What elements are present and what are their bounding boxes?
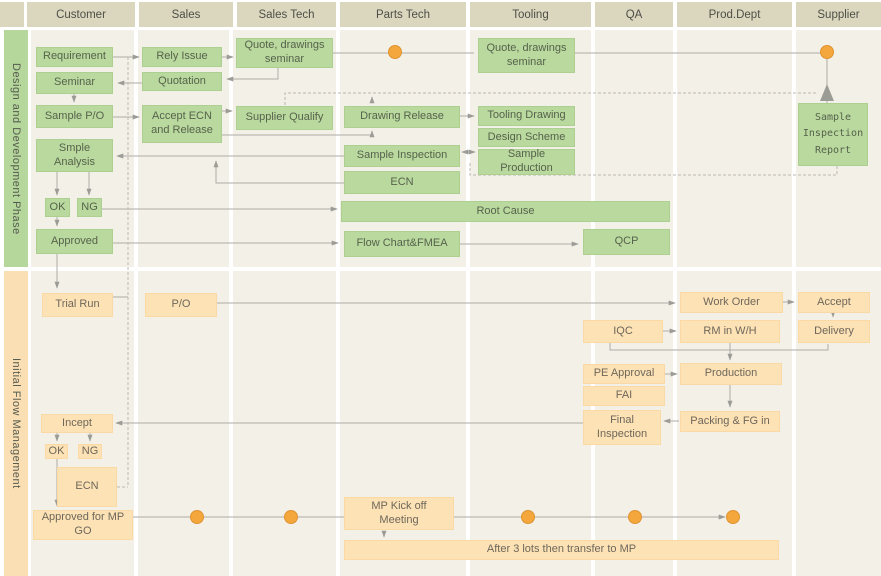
work-order-node: Work Order (680, 292, 783, 313)
column-header-tooling: Tooling (470, 2, 591, 27)
accept-node: Accept (798, 292, 870, 313)
lane-strip (138, 30, 229, 267)
incept-node: Incept (41, 414, 113, 433)
packing-fg-in-node: Packing & FG in (680, 411, 780, 432)
header-corner (0, 2, 24, 27)
connector (469, 162, 838, 176)
connector (222, 130, 375, 138)
fai-node: FAI (583, 386, 665, 406)
connector (609, 343, 829, 351)
quotation-node: Quotation (142, 72, 222, 91)
sample-inspection-node: Sample Inspection (344, 145, 460, 167)
connector (284, 92, 818, 105)
column-header-prod-dept: Prod.Dept (677, 2, 792, 27)
iqc-node: IQC (583, 320, 663, 343)
milestone-dot (820, 45, 834, 59)
connector (226, 68, 279, 82)
milestone-dot (726, 510, 740, 524)
ecn-design-node: ECN (344, 171, 460, 194)
ok-initial-node: OK (45, 444, 68, 459)
column-header-parts-tech: Parts Tech (340, 2, 466, 27)
connector (213, 160, 344, 184)
accept-ecn-and-release-node: Accept ECN and Release (142, 105, 222, 143)
rely-issue-node: Rely Issue (142, 47, 222, 67)
smple-analysis-node: Smple Analysis (36, 139, 113, 172)
lane-strip (677, 30, 792, 267)
flow-chart-fmea-node: Flow Chart&FMEA (344, 231, 460, 257)
pe-approval-node: PE Approval (583, 364, 665, 384)
milestone-dot (388, 45, 402, 59)
ng-design-node: NG (77, 198, 102, 217)
approved-node: Approved (36, 229, 113, 254)
requirement-node: Requirement (36, 47, 113, 67)
up-arrowhead (820, 84, 834, 101)
lane-strip (233, 30, 336, 267)
rm-in-wh-node: RM in W/H (680, 320, 780, 343)
column-header-supplier: Supplier (796, 2, 881, 27)
approved-for-mp-go-node: Approved for MP GO (33, 510, 133, 540)
seminar-node: Seminar (36, 72, 113, 94)
design-scheme-node: Design Scheme (478, 128, 575, 147)
supplier-qualify-node: Supplier Qualify (236, 106, 333, 130)
final-inspection-node: Final Inspection (583, 410, 661, 445)
sample-inspection-report-node: Sample Inspection Report (798, 103, 868, 166)
root-cause-node: Root Cause (341, 201, 670, 222)
delivery-node: Delivery (798, 320, 870, 343)
mp-kick-off-meeting-node: MP Kick off Meeting (344, 497, 454, 530)
lane-strip (595, 30, 673, 267)
column-header-sales: Sales (139, 2, 233, 27)
trial-run-node: Trial Run (42, 293, 113, 317)
milestone-dot (284, 510, 298, 524)
sample-production-node: Sample Production (478, 148, 575, 175)
phase-label-design-and-development-phase: Design and Development Phase (4, 30, 28, 267)
production-node: Production (680, 363, 782, 385)
sample-po-node: Sample P/O (36, 105, 113, 128)
quote-drawings-seminar-tooling-node: Quote, drawings seminar (478, 38, 575, 73)
column-header-customer: Customer (27, 2, 135, 27)
column-header-sales-tech: Sales Tech (237, 2, 336, 27)
ng-initial-node: NG (78, 444, 102, 459)
ok-design-node: OK (45, 198, 70, 217)
column-header-qa: QA (595, 2, 673, 27)
quote-drawings-seminar-salestech-node: Quote, drawings seminar (236, 38, 333, 68)
milestone-dot (521, 510, 535, 524)
phase-label-initial-flow-management: Initial Flow Management (4, 271, 28, 576)
after-3-lots-node: After 3 lots then transfer to MP (344, 540, 779, 560)
tooling-drawing-node: Tooling Drawing (478, 106, 575, 126)
ecn-initial-node: ECN (57, 467, 117, 507)
milestone-dot (190, 510, 204, 524)
qcp-node: QCP (583, 229, 670, 255)
po-node: P/O (145, 293, 217, 317)
milestone-dot (628, 510, 642, 524)
drawing-release-node: Drawing Release (344, 106, 460, 128)
